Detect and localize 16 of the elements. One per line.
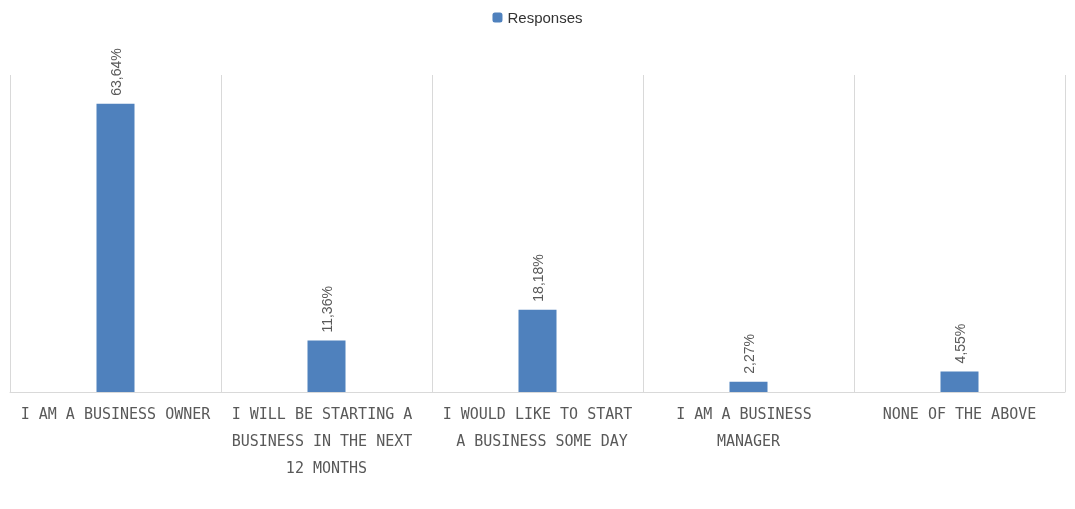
- legend-label: Responses: [507, 9, 583, 26]
- bar: [518, 309, 557, 392]
- x-tick-label: NONE OF THE ABOVE: [882, 404, 1037, 423]
- x-tick-label: I WILL BE STARTING A BUSINESS IN THE NEXT 12 MONTHS: [231, 404, 422, 477]
- x-tick-label: I WOULD LIKE TO START A BUSINESS SOME DAY: [442, 404, 633, 450]
- data-label: 4,55%: [951, 323, 968, 364]
- data-label: 2,27%: [740, 334, 757, 374]
- bar: [940, 371, 979, 392]
- data-label: 63,64%: [107, 48, 124, 96]
- bar: [96, 103, 135, 392]
- bar: [729, 381, 768, 392]
- x-tick-label: I AM A BUSINESS OWNER: [20, 404, 212, 423]
- x-tick-label: I AM A BUSINESS MANAGER: [676, 404, 821, 450]
- data-label: 11,36%: [318, 286, 335, 333]
- bar: [307, 340, 346, 392]
- data-label: 18,18%: [529, 254, 546, 302]
